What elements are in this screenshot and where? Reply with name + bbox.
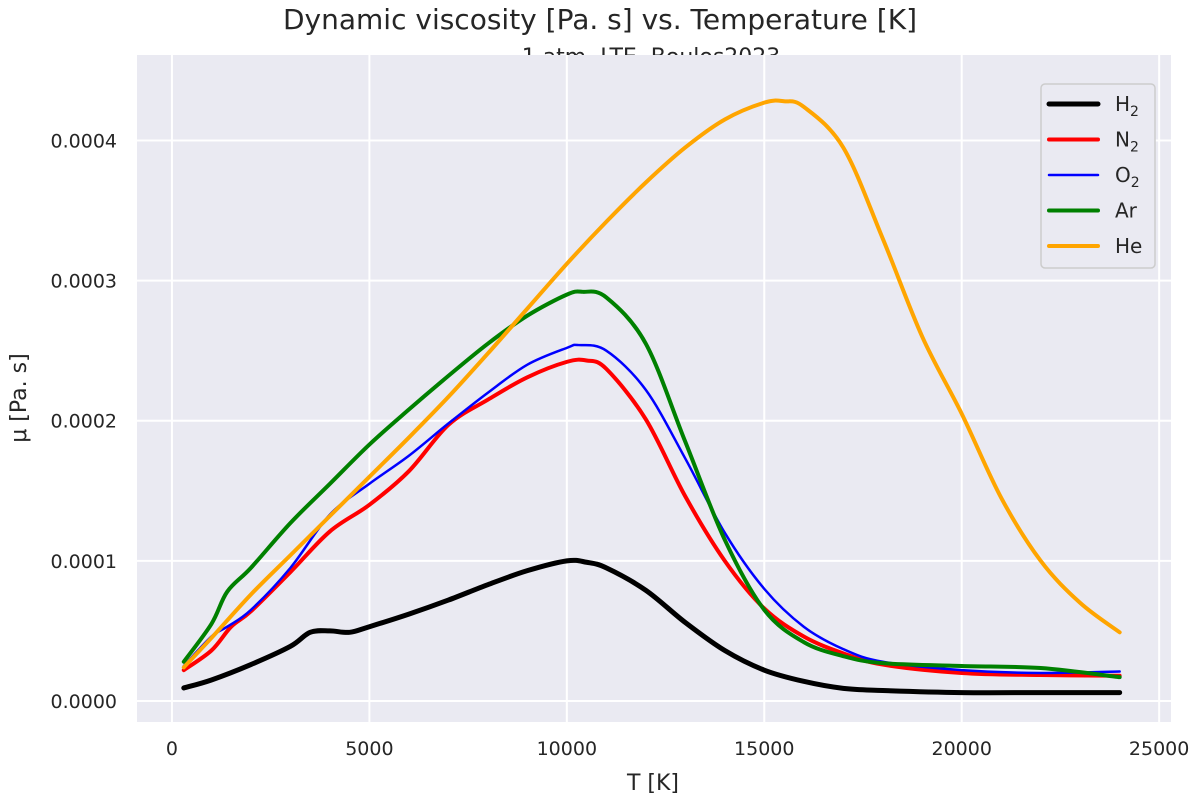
y-tick-label: 0.0002 (51, 411, 117, 433)
legend-label-main: Ar (1115, 199, 1138, 223)
legend-label-o2: O2 (1115, 163, 1140, 191)
x-tick-label: 20000 (931, 738, 991, 760)
x-tick-label: 15000 (734, 738, 794, 760)
series-line-he (181, 98, 1122, 670)
grid-lines (137, 55, 1171, 722)
legend-label-subscript: 2 (1130, 140, 1139, 156)
y-axis-label: μ [Pa. s] (7, 353, 32, 442)
x-axis-label: T [K] (626, 771, 679, 796)
legend-label-h2: H2 (1115, 92, 1139, 120)
legend-label-main: N (1115, 128, 1130, 152)
x-tick-label: 0 (166, 738, 178, 760)
x-tick-label: 25000 (1129, 738, 1189, 760)
y-tick-label: 0.0000 (51, 691, 117, 713)
series-line-h2 (181, 557, 1123, 696)
y-tick-label: 0.0001 (51, 551, 117, 573)
y-tick-label: 0.0003 (51, 271, 117, 293)
series-lines (181, 98, 1123, 696)
y-tick-label: 0.0004 (51, 130, 117, 152)
x-tick-label: 10000 (537, 738, 597, 760)
legend-label-main: O (1115, 163, 1131, 187)
legend-label-he: He (1115, 234, 1142, 258)
legend-label-ar: Ar (1115, 199, 1138, 223)
legend-label-subscript: 2 (1130, 104, 1139, 120)
legend-label-subscript: 2 (1131, 175, 1140, 191)
legend-label-main: He (1115, 234, 1142, 258)
tick-labels: 0 5000 10000 15000 20000 25000 0.0000 0.0001 0.0… (51, 130, 1190, 760)
legend-label-n2: N2 (1115, 128, 1139, 156)
series-line-o2 (182, 343, 1121, 675)
series-line-ar (181, 289, 1122, 680)
legend-label-main: H (1115, 92, 1130, 116)
plot-area (137, 55, 1171, 722)
chart-title: Dynamic viscosity [Pa. s] vs. Temperatur… (283, 3, 917, 36)
x-tick-label: 5000 (345, 738, 393, 760)
